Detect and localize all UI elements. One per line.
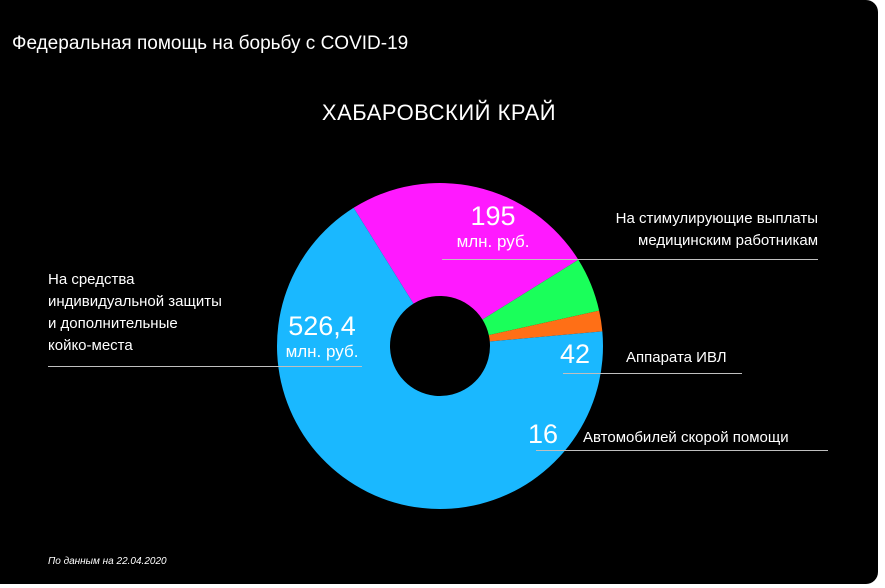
category-label-stimulus: На стимулирующие выплаты медицинским раб… <box>615 210 818 249</box>
leader-line-ambulances <box>536 450 828 451</box>
value-label-ventilators: 42 <box>560 339 591 369</box>
category-label-protection: На средства индивидуальной защиты и допо… <box>48 271 222 354</box>
leader-line-protection <box>48 366 362 367</box>
leader-line-ventilators <box>563 373 742 374</box>
leader-line-stimulus <box>442 259 818 260</box>
slice-protection <box>276 207 603 510</box>
value-label-ambulances: 16 <box>528 419 559 449</box>
category-label-ambulances: Автомобилей скорой помощи <box>583 429 789 446</box>
slice-ventilators <box>482 259 600 336</box>
chart-title: ХАБАРОВСКИЙ КРАЙ <box>321 100 557 125</box>
footnote: По данным на 22.04.2020 <box>48 556 167 567</box>
value-label-protection: 526,4 млн. руб. <box>285 311 359 361</box>
value-label-stimulus: 195 млн. руб. <box>456 201 530 251</box>
slice-ambulances <box>488 310 603 342</box>
slice-stimulus <box>353 183 579 320</box>
header-title: Федеральная помощь на борьбу с COVID-19 <box>12 33 409 54</box>
category-label-ventilators: Аппарата ИВЛ <box>626 349 727 366</box>
